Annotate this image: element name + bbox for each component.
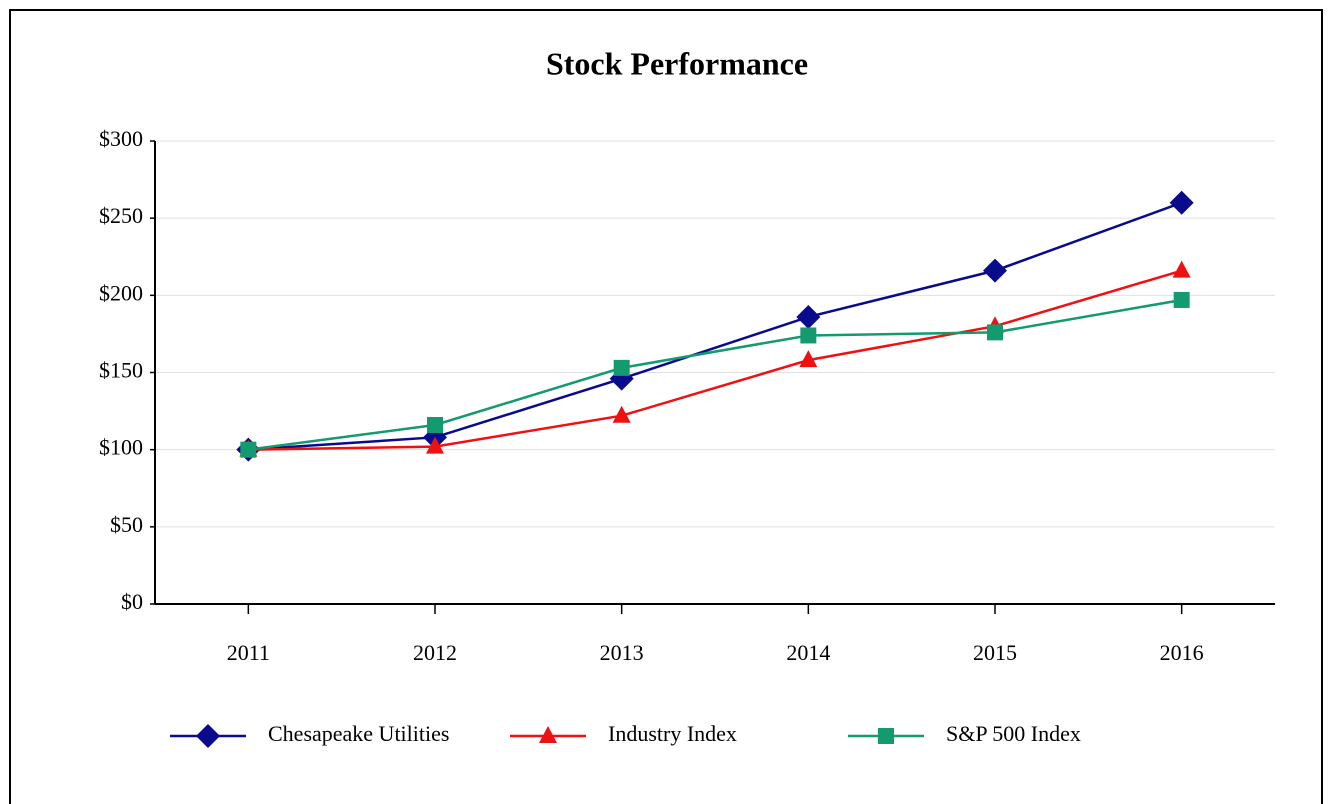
x-tick-label: 2015 [973,640,1017,665]
chart-title: Stock Performance [546,45,808,81]
marker [539,726,557,743]
series-line [248,269,1183,451]
x-tick-label: 2011 [227,640,270,665]
marker [987,324,1003,341]
frame [9,9,1323,804]
y-tick-label: $300 [99,126,143,151]
legend-label: Chesapeake Utilities [268,721,449,746]
y-tick-label: $250 [99,203,143,228]
marker [196,724,220,748]
marker [878,728,894,744]
legend-label: S&P 500 Index [946,721,1081,746]
marker [799,350,818,368]
y-tick-label: $200 [99,280,143,305]
marker [426,436,444,454]
marker [800,327,817,344]
y-tick-label: $150 [99,358,143,383]
y-tick-label: $100 [99,435,143,460]
marker [613,359,630,376]
marker [983,258,1007,283]
series-line [248,298,1182,451]
x-tick-label: 2013 [600,640,644,665]
marker [796,304,821,329]
marker [612,405,631,423]
y-tick-label: $0 [121,589,143,614]
marker [1173,291,1190,308]
y-tick-label: $50 [110,512,143,537]
x-tick-label: 2012 [413,640,457,665]
marker [1169,190,1194,215]
series-line [248,201,1183,451]
marker [240,441,257,458]
marker [427,416,443,433]
x-tick-label: 2016 [1160,640,1204,665]
legend-label: Industry Index [608,721,737,746]
marker [1172,260,1191,278]
x-tick-label: 2014 [786,640,830,665]
